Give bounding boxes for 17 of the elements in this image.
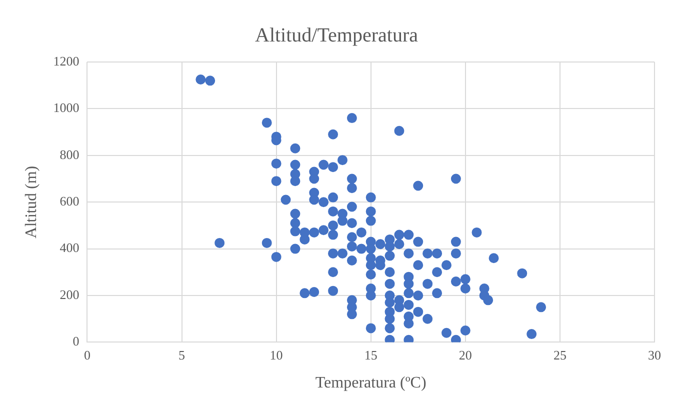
x-tick-label: 10: [270, 347, 283, 362]
x-tick-label: 30: [648, 347, 661, 362]
y-tick-label: 200: [60, 286, 80, 302]
x-tick-label: 20: [458, 347, 472, 362]
y-tick-label: 1000: [53, 100, 80, 116]
y-tick-label: 400: [60, 240, 80, 256]
y-axis-title: Altitud (m): [22, 166, 40, 238]
y-tick-label: 0: [72, 334, 80, 349]
x-tick-label: 25: [553, 347, 566, 362]
y-tick-label: 600: [60, 194, 80, 209]
x-axis-title: Temperatura (ºC): [315, 374, 426, 392]
x-tick-label: 0: [84, 347, 90, 362]
y-tick-label: 800: [60, 146, 80, 162]
x-tick-label: 5: [178, 347, 185, 362]
x-tick-label: 15: [364, 347, 378, 362]
chart-title: Altitud/Temperatura: [255, 24, 418, 46]
y-tick-label: 1200: [53, 53, 80, 68]
